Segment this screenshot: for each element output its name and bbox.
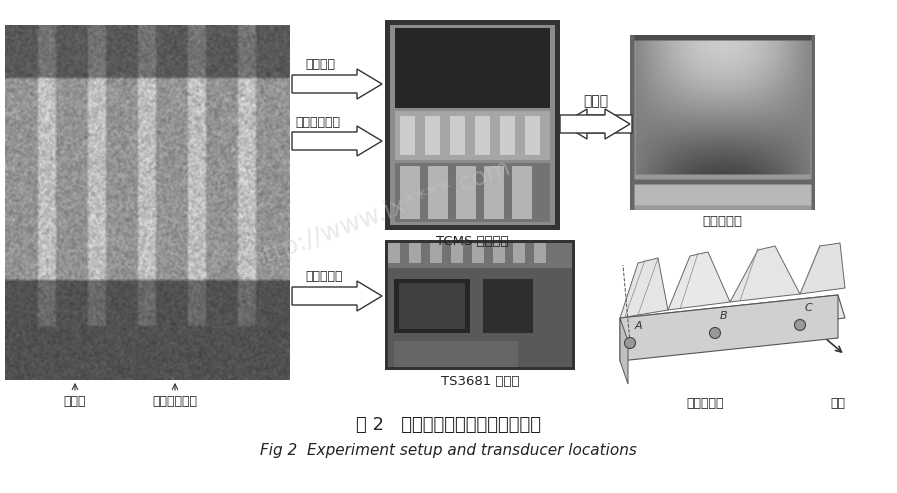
Polygon shape <box>292 281 382 311</box>
Polygon shape <box>620 295 838 361</box>
Polygon shape <box>560 109 630 139</box>
Polygon shape <box>620 295 845 341</box>
Polygon shape <box>730 246 800 302</box>
Polygon shape <box>292 126 382 156</box>
Text: C: C <box>805 303 813 313</box>
Text: 上位计算机: 上位计算机 <box>702 215 742 228</box>
Text: 压紧杆和螺母: 压紧杆和螺母 <box>152 395 197 408</box>
Text: http://www.ix****.com: http://www.ix****.com <box>246 154 514 272</box>
Text: 以太网: 以太网 <box>583 94 608 108</box>
Polygon shape <box>800 243 845 294</box>
Text: 电压电流信号: 电压电流信号 <box>295 116 340 129</box>
Polygon shape <box>668 252 730 310</box>
Text: 压紧力信号: 压紧力信号 <box>305 270 343 283</box>
Text: Fig 2  Experiment setup and transducer locations: Fig 2 Experiment setup and transducer lo… <box>259 444 637 458</box>
Polygon shape <box>620 318 628 384</box>
Text: A: A <box>635 321 642 331</box>
Circle shape <box>624 338 635 349</box>
Text: B: B <box>720 311 727 321</box>
Circle shape <box>795 319 806 330</box>
Polygon shape <box>562 109 632 139</box>
Polygon shape <box>292 69 382 99</box>
Text: 图 2   实验装置及其传感器位置示意: 图 2 实验装置及其传感器位置示意 <box>355 416 541 434</box>
Text: 振动信号: 振动信号 <box>305 58 335 71</box>
Text: TS3681 应变仪: TS3681 应变仪 <box>440 375 519 388</box>
Text: TCMS 监测系统: TCMS 监测系统 <box>436 235 509 248</box>
Text: 顶部: 顶部 <box>831 397 846 410</box>
Polygon shape <box>620 258 668 318</box>
Text: 传感器位置: 传感器位置 <box>686 397 724 410</box>
Text: 应变片: 应变片 <box>64 395 86 408</box>
Circle shape <box>710 327 720 339</box>
